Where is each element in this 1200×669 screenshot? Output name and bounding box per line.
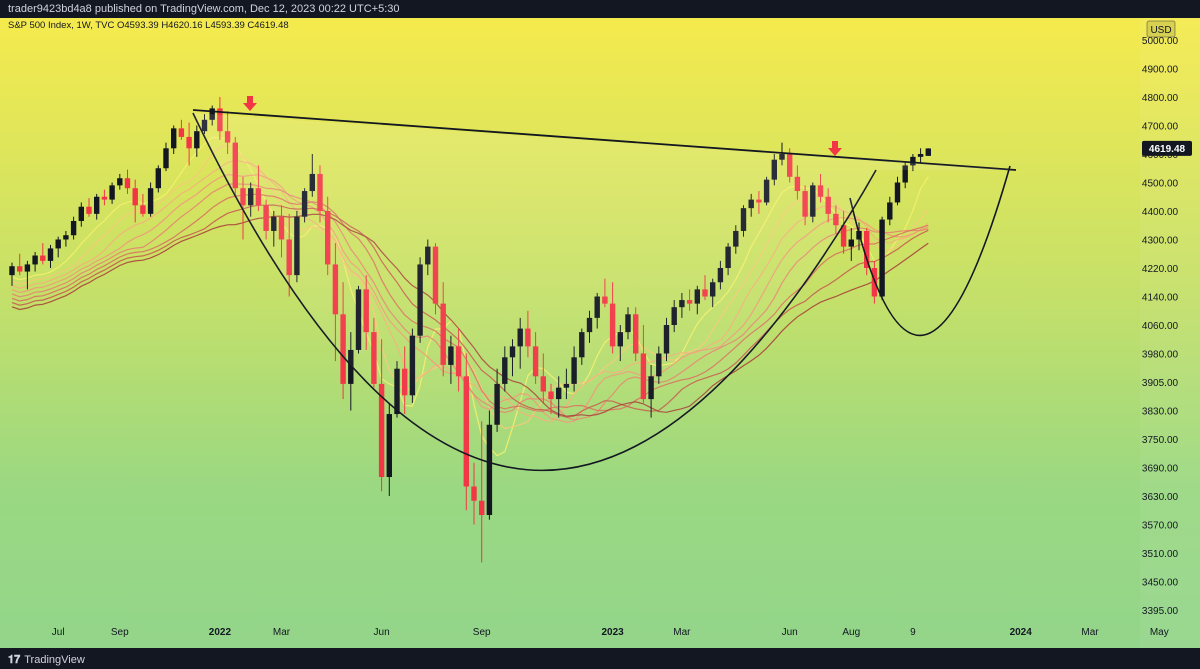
price-tick-label: 3750.00: [1142, 435, 1179, 446]
candle: [147, 182, 154, 217]
candle: [17, 253, 23, 276]
peak-arrow-left: [243, 96, 257, 111]
price-tick-label: 4400.00: [1142, 207, 1179, 218]
price-tick-label: 4300.00: [1142, 236, 1179, 247]
candle: [848, 228, 854, 261]
candle: [386, 402, 392, 496]
cup-highlight: [193, 113, 1016, 471]
currency-badge[interactable]: USD: [1146, 20, 1176, 38]
price-tick-label: 4700.00: [1142, 122, 1179, 133]
candle: [124, 169, 131, 194]
tradingview-logo-icon: 𝟏𝟕: [8, 654, 21, 666]
price-axis-background: [1140, 18, 1200, 648]
time-tick-label: Sep: [111, 627, 129, 638]
time-tick-label: Mar: [673, 627, 691, 638]
candle: [471, 462, 477, 525]
candle: [194, 125, 200, 157]
candle: [86, 198, 92, 217]
candle: [894, 176, 901, 206]
time-tick-label: Sep: [473, 627, 491, 638]
candle: [109, 182, 115, 204]
publisher-bar: trader9423bd4a8 published on TradingView…: [0, 0, 1200, 18]
candle: [163, 142, 169, 172]
tradingview-brand[interactable]: 𝟏𝟕 TradingView: [8, 651, 85, 669]
price-tick-label: 3980.00: [1142, 350, 1179, 361]
candle: [70, 216, 77, 240]
time-tick-label: 2023: [601, 627, 624, 638]
price-tick-label: 3450.00: [1142, 578, 1179, 589]
time-tick-label: 2024: [1010, 627, 1033, 638]
pattern-drawings: [192, 96, 1017, 472]
candle: [925, 148, 931, 156]
price-axis[interactable]: 5000.004900.004800.004700.004600.004500.…: [1142, 36, 1179, 617]
candle: [171, 125, 177, 154]
instrument-legend: S&P 500 Index, 1W, TVC O4593.39 H4620.16…: [8, 20, 289, 31]
candle: [94, 193, 100, 220]
candle: [63, 230, 69, 247]
price-tick-label: 3905.00: [1142, 378, 1179, 389]
last-price-label: 4619.48: [1149, 144, 1186, 155]
currency-label: USD: [1150, 25, 1171, 36]
candle: [879, 216, 885, 301]
time-tick-label: Mar: [273, 627, 291, 638]
price-tick-label: 4900.00: [1142, 65, 1179, 76]
candle: [917, 148, 924, 163]
candle: [101, 189, 108, 206]
last-price-badge: 4619.48: [1142, 140, 1192, 156]
handle-curve: [849, 165, 1011, 336]
price-tick-label: 3690.00: [1142, 464, 1179, 475]
candle: [186, 122, 192, 166]
candle: [140, 193, 146, 217]
candle: [9, 262, 15, 286]
time-axis[interactable]: Jul Sep 2022 Mar Jun Sep 2023 Mar Jun Aug 9 2024 Mar…: [52, 627, 1169, 638]
peak-arrow-right: [828, 141, 842, 156]
price-tick-label: 4800.00: [1142, 93, 1179, 104]
time-tick-label: Jun: [782, 627, 798, 638]
candle: [47, 244, 54, 268]
time-tick-label: 2022: [209, 627, 232, 638]
tradingview-brand-label: TradingView: [24, 654, 85, 666]
candle: [55, 236, 61, 258]
price-tick-label: 4140.00: [1142, 293, 1179, 304]
price-chart[interactable]: 5000.004900.004800.004700.004600.004500.…: [0, 18, 1200, 648]
candle: [155, 165, 161, 193]
candle: [24, 260, 31, 290]
candle: [887, 196, 893, 226]
price-tick-label: 3510.00: [1142, 549, 1179, 560]
publisher-line: trader9423bd4a8 published on TradingView…: [8, 3, 400, 15]
price-tick-label: 4500.00: [1142, 179, 1179, 190]
time-tick-label: Jun: [374, 627, 390, 638]
price-tick-label: 4060.00: [1142, 321, 1179, 332]
time-tick-label: May: [1150, 627, 1169, 638]
time-tick-label: Jul: [52, 627, 65, 638]
price-tick-label: 5000.00: [1142, 36, 1179, 47]
price-tick-label: 3395.00: [1142, 606, 1179, 617]
candle: [132, 179, 138, 223]
price-tick-label: 3630.00: [1142, 492, 1179, 503]
candle: [32, 251, 38, 272]
brand-bar: 𝟏𝟕 TradingView: [0, 648, 1200, 666]
candle: [864, 228, 870, 276]
neckline-trendline: [192, 109, 1017, 171]
price-tick-label: 3830.00: [1142, 407, 1179, 418]
price-tick-label: 4220.00: [1142, 264, 1179, 275]
candle: [117, 173, 123, 190]
price-tick-label: 3570.00: [1142, 521, 1179, 532]
candle: [78, 202, 84, 227]
candle: [178, 119, 185, 140]
time-tick-label: Mar: [1081, 627, 1099, 638]
time-tick-label: Aug: [842, 627, 860, 638]
time-tick-label: 9: [910, 627, 916, 638]
candle: [40, 243, 46, 265]
